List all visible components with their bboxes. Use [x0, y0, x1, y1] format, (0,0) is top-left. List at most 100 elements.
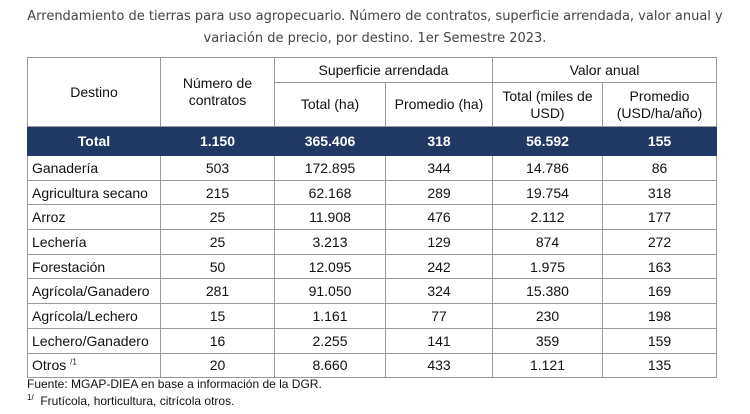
cell-text: Agrícola/Ganadero [32, 283, 150, 300]
footnote: 1/ Frutícola, horticultura, citrícola ot… [27, 393, 234, 408]
cell: Agrícola/Lechero [27, 303, 161, 329]
cell: 25 [160, 204, 275, 231]
cell: 159 [602, 327, 717, 354]
row-note: /1 [70, 357, 77, 367]
cell: 433 [385, 352, 493, 379]
cell: 15.380 [492, 278, 603, 305]
cell-text: Otros [32, 357, 67, 374]
cell: Lechero/Ganadero [27, 327, 161, 354]
title-line: Arrendamiento de tierras para uso agrope… [27, 9, 723, 24]
cell: 169 [602, 278, 717, 305]
cell-text: 129 [427, 233, 451, 250]
cell: 215 [160, 179, 275, 206]
cell: 2.255 [274, 327, 386, 354]
cell-text: 141 [427, 332, 451, 349]
cell: 12.095 [274, 253, 386, 280]
cell: 141 [385, 327, 493, 354]
cell: 318 [602, 179, 717, 206]
cell-text: Agricultura secano [32, 184, 148, 201]
cell-text: 20 [209, 357, 226, 374]
cell-text: Lechería [32, 233, 87, 250]
cell-text: 198 [647, 307, 672, 324]
cell: 25 [160, 229, 275, 255]
cell-text: 135 [647, 357, 672, 374]
cell: 177 [602, 204, 717, 231]
cell-text: 12.095 [308, 258, 352, 275]
cell-text: 874 [535, 233, 560, 250]
cell: 14.786 [492, 155, 603, 181]
footnote-text: Frutícola, horticultura, citrícola otros… [40, 394, 235, 408]
cell: 1.121 [492, 352, 603, 379]
cell: 135 [602, 352, 717, 379]
cell: Arroz [27, 204, 161, 231]
cell-text: Forestación [32, 258, 106, 275]
header-cell: Número de contratos [160, 57, 275, 127]
cell: 230 [492, 303, 603, 329]
cell: Lechería [27, 229, 161, 255]
cell-text: 15.380 [526, 283, 569, 300]
header-cell: Valor anual [492, 57, 717, 83]
cell-text: 344 [427, 159, 451, 176]
data-row: Lechero/Ganadero 16 2.255 141 359 159 [27, 327, 717, 354]
total-cell: 155 [602, 126, 717, 156]
cell-text: 159 [647, 332, 672, 349]
cell-text: 503 [205, 159, 230, 176]
cell: 3.213 [274, 229, 386, 255]
cell-text: 215 [205, 184, 230, 201]
cell-text: 476 [427, 209, 451, 226]
header-row: Total (ha) Promedio (ha) Total (miles de U… [28, 82, 717, 127]
cell-text: 16 [209, 332, 226, 349]
cell: 242 [385, 253, 493, 280]
cell-text: 2.112 [530, 209, 565, 226]
cell-text: 77 [431, 307, 447, 324]
cell: 8.660 [274, 352, 386, 379]
cell: 77 [385, 303, 493, 329]
cell: 163 [602, 253, 717, 280]
cell-text: 1.161 [312, 307, 348, 324]
cell-text: 91.050 [308, 283, 352, 300]
header-cell: Total (miles de USD) [492, 82, 603, 127]
cell: 50 [160, 253, 275, 280]
cell-text: 318 [647, 184, 672, 201]
cell: 281 [160, 278, 275, 305]
cell: 324 [385, 278, 493, 305]
cell: 289 [385, 179, 493, 206]
cell-text: 169 [647, 283, 672, 300]
header-cell: Superficie arrendada [274, 57, 493, 83]
cell: 359 [492, 327, 603, 354]
total-cell: 318 [385, 126, 493, 156]
data-row: Agrícola/Lechero 15 1.161 77 230 198 [27, 303, 717, 329]
cell-text: 86 [651, 159, 668, 176]
total-cell: 56.592 [492, 126, 603, 156]
cell: 62.168 [274, 179, 386, 206]
cell: 198 [602, 303, 717, 329]
total-row: Total 1.150 365.406 318 56.592 155 [27, 126, 717, 156]
cell: 344 [385, 155, 493, 181]
total-cell: Total [27, 126, 161, 156]
cell-text: 433 [427, 357, 451, 374]
cell: 91.050 [274, 278, 386, 305]
cell-text: 50 [209, 258, 226, 275]
cell-text: 289 [427, 184, 451, 201]
cell: 16 [160, 327, 275, 354]
data-row: Otros /1 20 8.660 433 1.121 135 [27, 352, 717, 379]
cell: 1.161 [274, 303, 386, 329]
data-row: Forestación 50 12.095 242 1.975 163 [27, 253, 717, 280]
cell-text: 242 [427, 258, 451, 275]
cell-text: 19.754 [526, 184, 569, 201]
cell: 874 [492, 229, 603, 255]
total-cell: 365.406 [274, 126, 386, 156]
cell: 15 [160, 303, 275, 329]
cell: 503 [160, 155, 275, 181]
total-cell: 1.150 [160, 126, 275, 156]
cell-text: Arroz [32, 209, 66, 226]
cell-text: Lechero/Ganadero [32, 332, 149, 349]
source: Fuente: MGAP-DIEA en base a información … [27, 377, 322, 391]
cell-text: 163 [647, 258, 672, 275]
cell-text: 1.121 [529, 357, 566, 374]
cell: 272 [602, 229, 717, 255]
data-table: Destino Número de contratos Superficie a… [27, 57, 717, 379]
cell-text: 359 [535, 332, 560, 349]
data-row: Agricultura secano 215 62.168 289 19.754 318 [27, 179, 717, 206]
data-row: Ganadería 503 172.895 344 14.786 86 [27, 155, 717, 181]
